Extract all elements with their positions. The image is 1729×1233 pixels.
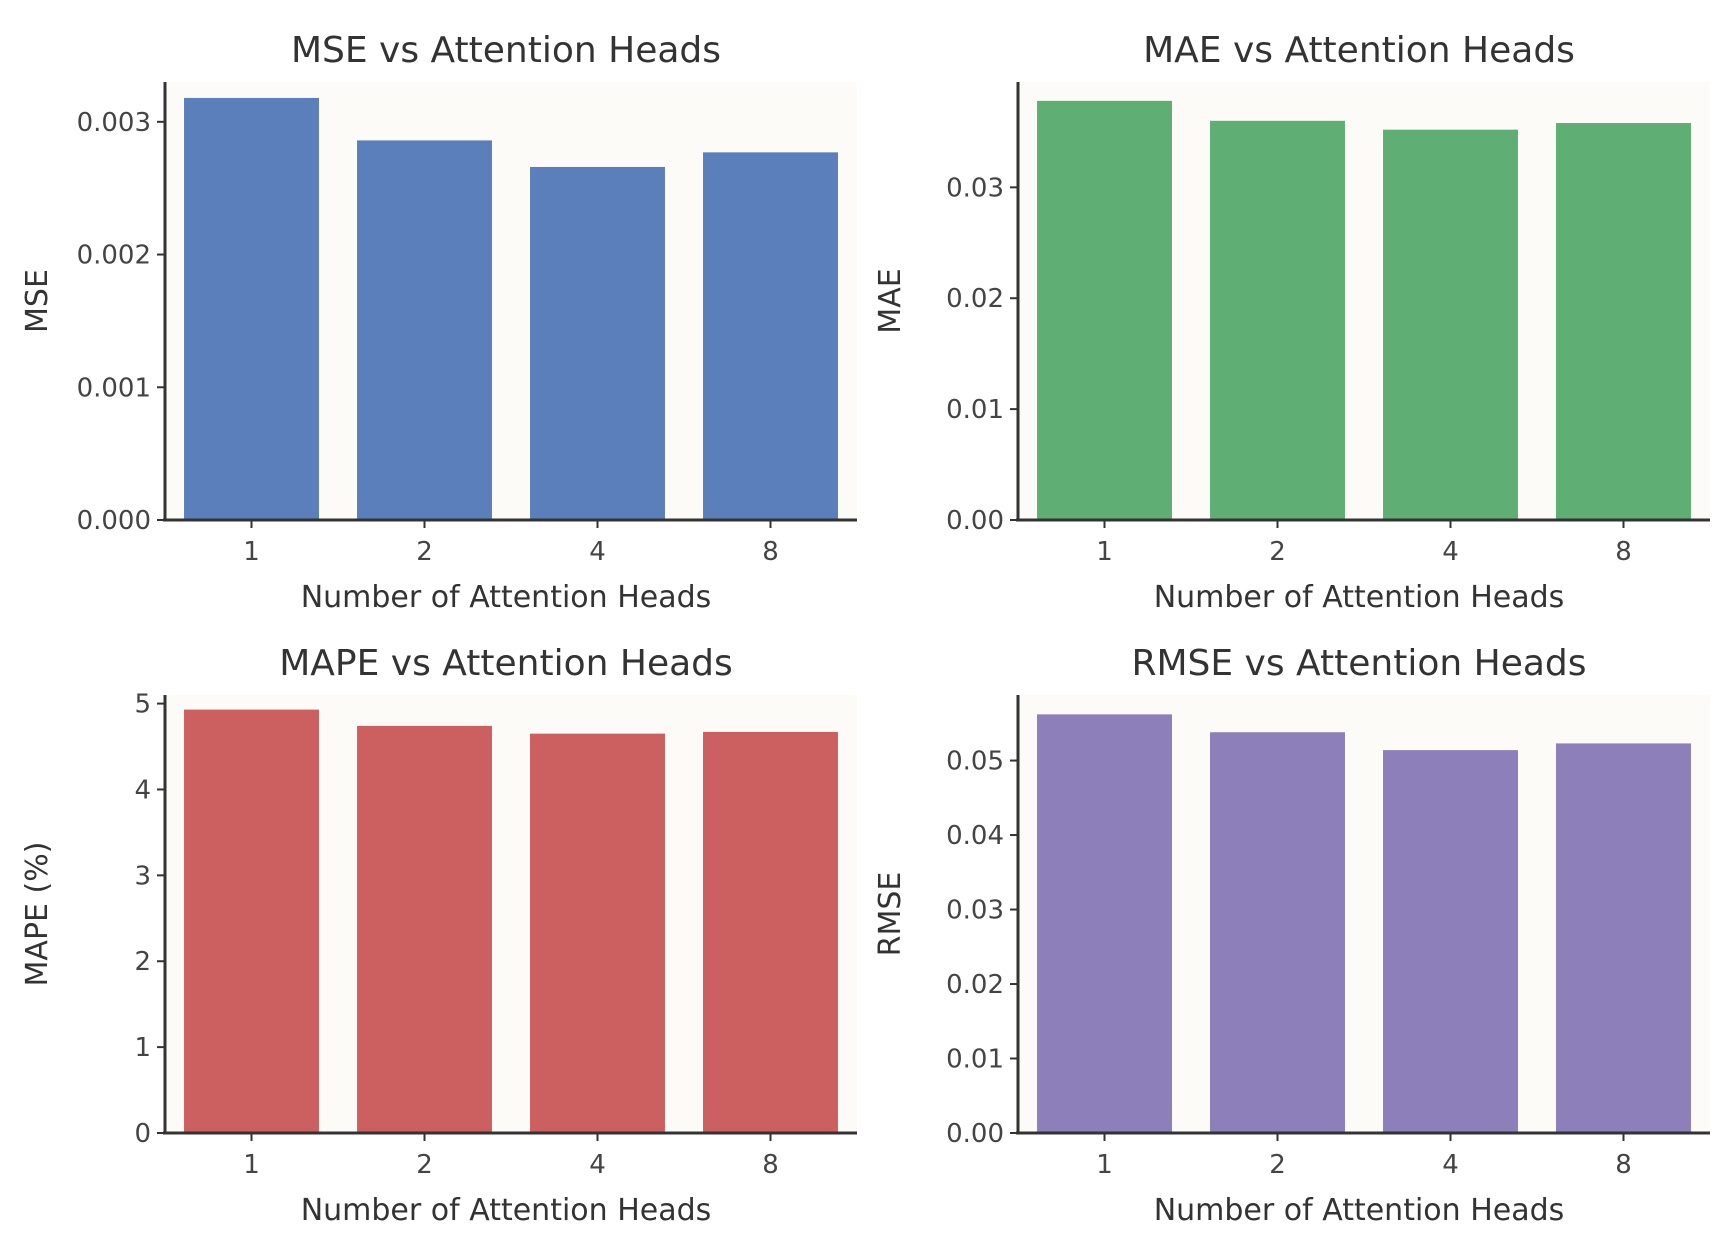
x-tick-label: 1 <box>1096 1150 1113 1180</box>
bar-4 <box>530 733 665 1133</box>
y-tick-label: 0.01 <box>946 1045 1004 1075</box>
x-tick-label: 8 <box>1615 1150 1632 1180</box>
chart-panel-4: RMSE vs Attention Heads 1 2 4 8 0.00 0.01 0.02 0… <box>873 643 1710 1228</box>
x-tick-label: 2 <box>416 1150 433 1180</box>
chart-title: MAPE vs Attention Heads <box>279 643 733 684</box>
bar-8 <box>1556 743 1691 1133</box>
bar-2 <box>1210 120 1345 521</box>
y-tick-label: 4 <box>134 775 151 805</box>
y-axis-label: MAPE (%) <box>20 842 55 987</box>
x-axis-label: Number of Attention Heads <box>301 1193 712 1228</box>
x-tick-label: 8 <box>1615 537 1632 567</box>
y-tick-label: 0.001 <box>77 373 151 403</box>
chart-panel-3: MAPE vs Attention Heads 1 2 4 8 0 1 2 3 4 5 Number … <box>20 643 857 1228</box>
y-tick-label: 0.04 <box>946 821 1004 851</box>
bar-4 <box>530 166 665 521</box>
x-tick-label: 8 <box>762 537 779 567</box>
y-tick-label: 0.02 <box>946 970 1004 1000</box>
y-tick-label: 0.000 <box>77 506 151 536</box>
y-axis-label: MSE <box>20 269 55 333</box>
bar-2 <box>357 140 492 520</box>
x-axis-label: Number of Attention Heads <box>1154 580 1565 615</box>
x-tick-label: 2 <box>1269 1150 1286 1180</box>
bar-8 <box>703 152 838 520</box>
x-tick-label: 1 <box>1096 537 1113 567</box>
chart-title: RMSE vs Attention Heads <box>1131 643 1586 684</box>
x-tick-label: 2 <box>416 537 433 567</box>
chart-title: MAE vs Attention Heads <box>1143 30 1575 71</box>
y-tick-label: 1 <box>134 1033 151 1063</box>
bar-2 <box>1210 732 1345 1133</box>
y-tick-label: 0 <box>134 1119 151 1149</box>
y-tick-label: 0.05 <box>946 747 1004 777</box>
y-tick-label: 0.00 <box>946 1119 1004 1149</box>
bar-1 <box>184 709 319 1133</box>
bar-1 <box>184 97 319 520</box>
y-tick-label: 0.03 <box>946 896 1004 926</box>
bar-1 <box>1037 100 1172 520</box>
x-axis-label: Number of Attention Heads <box>1154 1193 1565 1228</box>
y-tick-label: 3 <box>134 861 151 891</box>
x-axis-label: Number of Attention Heads <box>301 580 712 615</box>
x-tick-label: 1 <box>243 1150 260 1180</box>
x-tick-label: 4 <box>1442 1150 1459 1180</box>
chart-panel-2: MAE vs Attention Heads 1 2 4 8 0.00 0.01 0.02 0.… <box>873 30 1710 615</box>
y-tick-label: 0.02 <box>946 284 1004 314</box>
y-tick-label: 0.03 <box>946 173 1004 203</box>
y-tick-label: 5 <box>134 690 151 720</box>
y-tick-label: 0.01 <box>946 395 1004 425</box>
y-tick-label: 0.002 <box>77 241 151 271</box>
bar-1 <box>1037 714 1172 1133</box>
x-tick-label: 4 <box>1442 537 1459 567</box>
y-tick-label: 0.00 <box>946 506 1004 536</box>
bar-4 <box>1383 129 1518 520</box>
x-tick-label: 2 <box>1269 537 1286 567</box>
y-axis-label: MAE <box>873 268 908 333</box>
y-axis-label: RMSE <box>873 872 908 957</box>
x-tick-label: 4 <box>589 537 606 567</box>
y-tick-label: 0.003 <box>77 108 151 138</box>
bar-2 <box>357 725 492 1133</box>
x-tick-label: 8 <box>762 1150 779 1180</box>
x-tick-label: 1 <box>243 537 260 567</box>
x-tick-label: 4 <box>589 1150 606 1180</box>
bar-8 <box>703 731 838 1133</box>
chart-panel-1: MSE vs Attention Heads 1 2 4 8 0.000 0.001 0.00… <box>20 30 857 615</box>
bar-4 <box>1383 750 1518 1133</box>
y-tick-label: 2 <box>134 947 151 977</box>
chart-title: MSE vs Attention Heads <box>291 30 721 71</box>
bar-8 <box>1556 123 1691 521</box>
